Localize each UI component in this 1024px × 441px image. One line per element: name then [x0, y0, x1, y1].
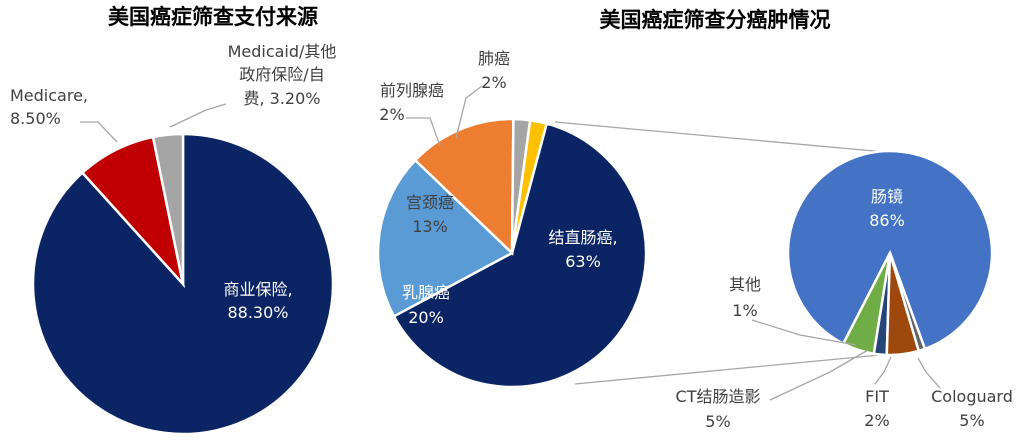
cancer-type-slice-1 [392, 122, 648, 389]
label-colonoscopy-name: 肠镜 [871, 187, 903, 206]
label-fit-value: 2% [864, 411, 889, 430]
label-ct-value: 5% [705, 412, 730, 431]
label-cervical-value: 13% [412, 217, 448, 236]
breakdown-connector-top [554, 121, 886, 153]
leader-ct [769, 349, 869, 401]
label-medicaid-line2: 政府保险/自 [239, 65, 324, 84]
label-colorectal-value: 63% [565, 252, 601, 271]
leader-fit [874, 356, 892, 385]
colorectal-method-pie [786, 149, 994, 357]
leader-medicare [80, 121, 118, 143]
label-ct-name: CT结肠造影 [676, 387, 761, 406]
cancer-type-slice-3 [413, 117, 515, 256]
label-medicare-value: 8.50% [10, 109, 61, 128]
label-fit-name: FIT [865, 387, 889, 406]
leader-lung [455, 85, 483, 139]
label-cervical-name: 宫颈癌 [406, 193, 454, 212]
label-prostate-name: 前列腺癌 [380, 81, 444, 100]
label-other-value: 1% [732, 301, 757, 320]
label-medicare-name: Medicare, [10, 86, 88, 105]
leader-medicaid [169, 103, 227, 128]
breakdown-connector-bottom [574, 354, 881, 385]
chart1-title: 美国癌症筛查支付来源 [108, 5, 318, 29]
label-cologuard-name: Cologuard [931, 387, 1013, 406]
label-commercial-insurance-name: 商业保险, [223, 280, 292, 299]
leader-prostate [406, 117, 441, 147]
colorectal-method-slice-1 [786, 149, 994, 351]
label-commercial-insurance-value: 88.30% [227, 303, 288, 322]
label-other-name: 其他 [729, 275, 761, 294]
label-medicaid-line3: 费, 3.20% [243, 89, 320, 108]
label-lung-name: 肺癌 [478, 49, 510, 68]
leader-other [751, 319, 857, 346]
label-colonoscopy-value: 86% [869, 211, 905, 230]
colorectal-method-slice-5 [888, 252, 927, 353]
cancer-type-pie [376, 117, 648, 389]
label-colorectal-name: 结直肠癌, [548, 228, 617, 247]
label-lung-value: 2% [481, 73, 506, 92]
cancer-type-slice-2 [376, 158, 515, 319]
label-cologuard-value: 5% [959, 411, 984, 430]
label-medicaid-line1: Medicaid/其他 [228, 42, 337, 61]
leader-cologuard [917, 357, 941, 389]
payment-source-slice-3 [151, 132, 185, 285]
label-breast-value: 20% [408, 308, 444, 327]
cancer-type-slice-5 [510, 118, 549, 254]
chart2-title: 美国癌症筛查分癌肿情况 [600, 8, 831, 32]
label-breast-name: 乳腺癌 [402, 283, 450, 302]
payment-source-pie [31, 132, 335, 436]
label-prostate-value: 2% [379, 105, 404, 124]
